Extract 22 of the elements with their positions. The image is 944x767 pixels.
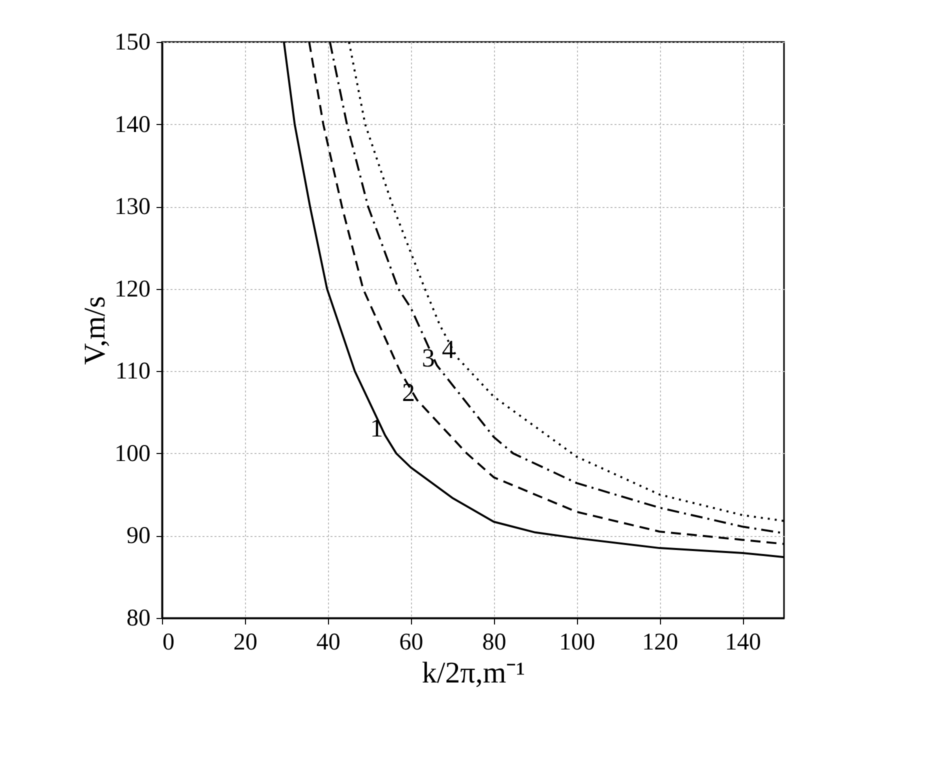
x-axis-title: k/2π,m⁻¹: [422, 656, 526, 690]
x-tick-label: 0: [162, 630, 174, 656]
x-tick-label: 100: [559, 630, 596, 656]
y-tick-label: 120: [114, 276, 150, 302]
series-label: 2: [402, 378, 416, 407]
y-tick-label: 80: [126, 606, 150, 632]
x-tick-label: 60: [399, 630, 424, 656]
x-tick-label: 40: [316, 630, 340, 656]
y-tick-label: 110: [115, 358, 150, 385]
y-tick-label: 140: [114, 112, 150, 138]
x-tick-label: 80: [482, 630, 506, 656]
series-label: 3: [422, 343, 435, 372]
y-tick-label: 150: [114, 30, 150, 56]
y-tick-label: 100: [114, 440, 150, 467]
y-axis-title: V,m/s: [78, 296, 112, 365]
y-tick-label: 130: [114, 194, 150, 220]
x-tick-label: 20: [233, 630, 258, 656]
x-tick-label: 140: [725, 630, 762, 656]
y-tick-label: 90: [126, 523, 150, 550]
x-tick-label: 120: [642, 630, 678, 656]
series-label: 1: [370, 413, 384, 442]
series-label: 4: [442, 335, 455, 364]
